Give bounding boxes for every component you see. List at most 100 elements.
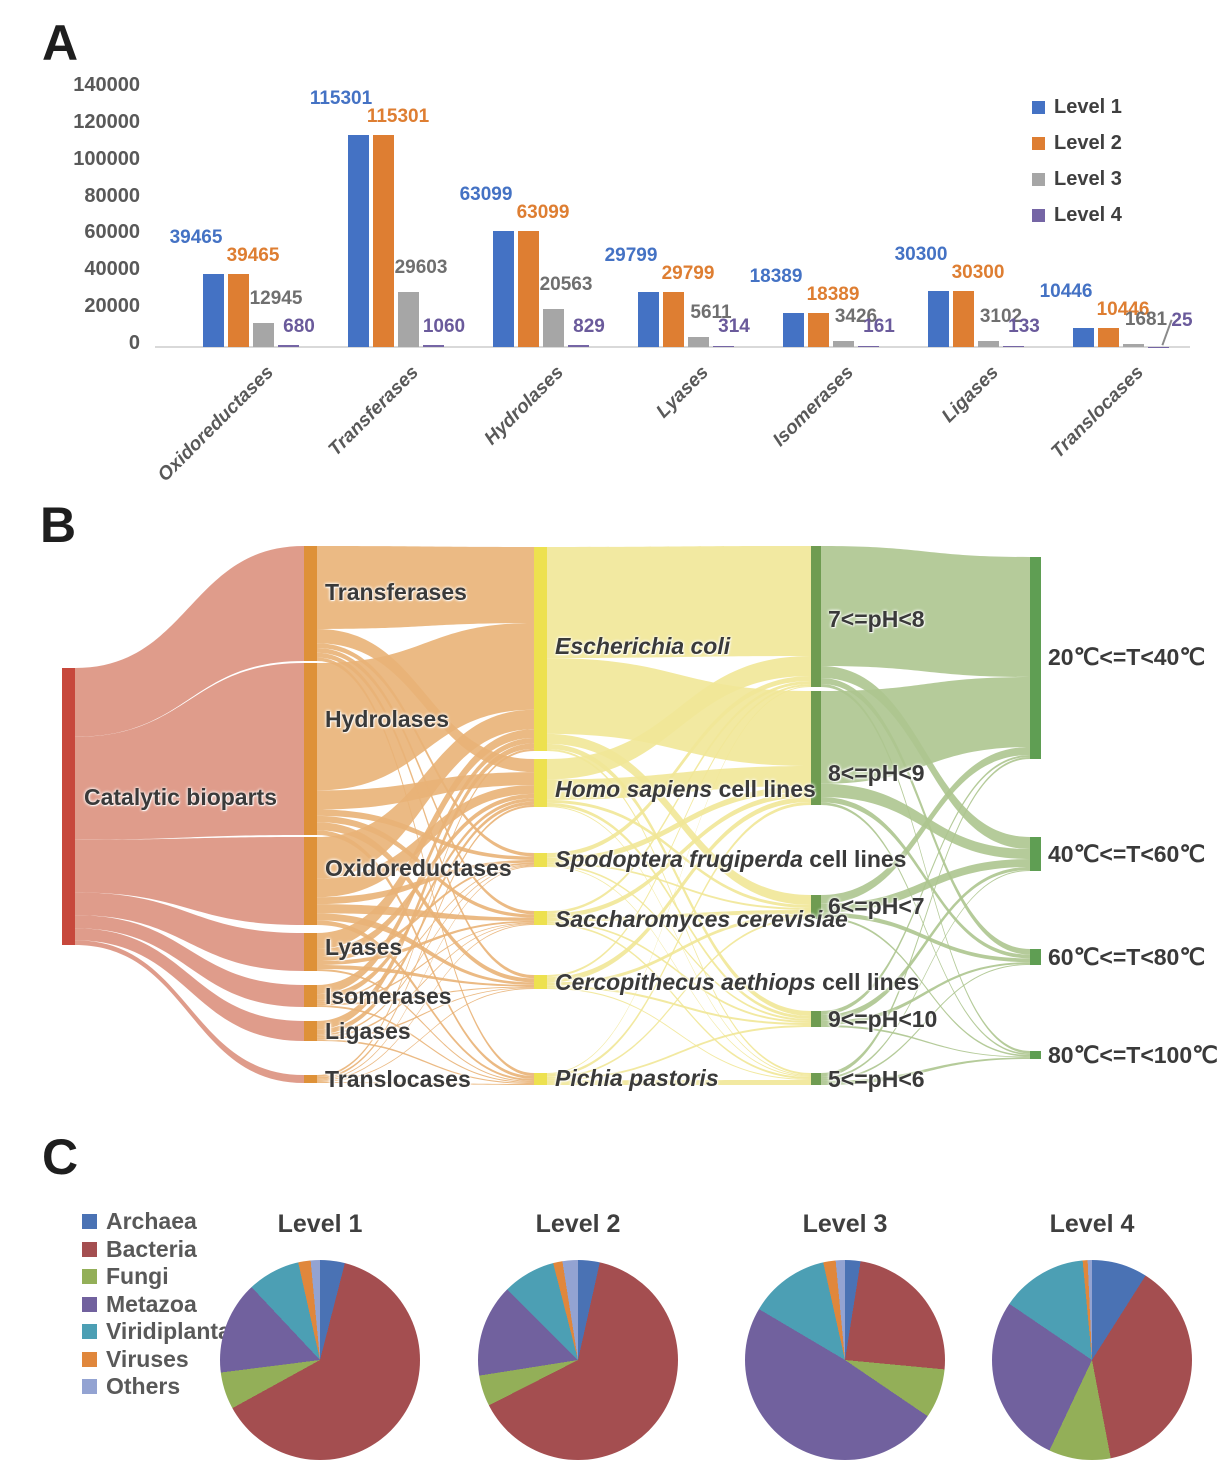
bar [1148, 346, 1169, 347]
sankey-link [547, 910, 811, 922]
bar-value-label: 115301 [309, 87, 373, 109]
sankey-link [317, 987, 534, 1040]
bar [493, 230, 514, 347]
sankey-link [547, 866, 811, 1077]
sankey-link [75, 546, 304, 737]
sankey-link [317, 969, 534, 1082]
pie-charts-panel: Archaea Bacteria Fungi Metazoa Viridiplantae… [0, 1130, 1223, 1482]
sankey-node-label: Translocases [325, 1066, 471, 1092]
bar-value-label: 39465 [169, 227, 223, 249]
y-axis-tick: 0 [128, 332, 140, 354]
sankey-link [75, 915, 304, 1007]
sankey-link [547, 1025, 811, 1081]
sankey-link [821, 546, 1030, 677]
legend-swatch [82, 1269, 97, 1284]
sankey-link [821, 678, 1030, 955]
sankey-link [317, 865, 534, 1036]
sankey-link [547, 681, 811, 914]
legend-item: Others [82, 1373, 180, 1400]
bar [688, 336, 709, 347]
sankey-node-label: Transferases [325, 579, 467, 605]
legend-item: Viruses [82, 1346, 189, 1373]
sankey-node [62, 668, 75, 945]
sankey-link [547, 923, 811, 1079]
sankey-link [317, 922, 534, 1004]
sankey-node [1030, 1051, 1041, 1059]
sankey-link [821, 962, 1030, 1025]
bar-value-label: 1060 [422, 316, 466, 337]
node-label-suffix: cell lines [815, 969, 920, 995]
node-label-suffix: cell lines [802, 846, 907, 872]
sankey-node-label: Hydrolases [325, 706, 450, 732]
bar-value-label: 39465 [226, 245, 280, 267]
bar [783, 313, 804, 347]
panel-b-label: B [40, 497, 77, 553]
bar-value-label: 30300 [894, 244, 948, 266]
sankey-link [317, 793, 534, 957]
bar-value-label: 25 [1171, 310, 1193, 331]
sankey-node [534, 975, 547, 989]
sankey-node-label: Homo sapiens cell lines [555, 776, 816, 802]
sankey-link [317, 1005, 534, 1083]
sankey-link [547, 676, 811, 858]
bar [808, 313, 829, 347]
sankey-link [547, 686, 811, 1074]
legend-label: Bacteria [106, 1235, 197, 1262]
pie-chart-1 [220, 1260, 420, 1460]
sankey-link [547, 799, 811, 908]
sankey-node-label: 20℃<=T<40℃ [1048, 644, 1206, 670]
sankey-link [317, 986, 534, 1006]
bar [228, 274, 249, 347]
legend-label: Metazoa [106, 1290, 197, 1317]
legend-swatch [82, 1214, 97, 1229]
panel-a-label: A [42, 15, 79, 71]
sankey-link [317, 652, 534, 979]
bar [858, 345, 879, 347]
sankey-link [547, 864, 811, 1021]
sankey-node-label: 8<=pH<9 [828, 760, 925, 786]
sankey-node [1030, 949, 1041, 965]
sankey-node [534, 911, 547, 925]
bar [568, 344, 589, 347]
sankey-link [547, 921, 811, 1023]
legend-item: Metazoa [82, 1291, 197, 1318]
sankey-link [547, 748, 811, 1075]
legend-swatch [1032, 209, 1045, 222]
sankey-node-label: Pichia pastoris [555, 1065, 719, 1091]
sankey-node-label: Ligases [325, 1018, 411, 1044]
sankey-link [317, 804, 534, 1079]
bar-value-label: 1681 [1124, 308, 1168, 330]
pie-title: Level 3 [802, 1210, 888, 1238]
sankey-node-label: 9<=pH<10 [828, 1006, 938, 1032]
sankey-link [317, 748, 534, 1077]
sankey-link [317, 546, 534, 629]
y-axis-tick: 60000 [84, 221, 140, 244]
category-label: Ligases [937, 362, 1003, 427]
sankey-link [317, 866, 534, 1080]
pie-title: Level 4 [1049, 1210, 1135, 1238]
sankey-link [317, 920, 534, 1081]
sankey-node [534, 853, 547, 867]
sankey-link [821, 747, 1030, 904]
sankey-link [547, 786, 811, 863]
node-label-species: Homo sapiens [555, 776, 713, 802]
sankey-link [317, 830, 534, 1079]
sankey-node [811, 691, 821, 805]
sankey-link [317, 864, 534, 1002]
sankey-link [317, 860, 534, 905]
sankey-link [317, 647, 534, 915]
bar [1123, 343, 1144, 347]
sankey-node [534, 547, 547, 751]
legend-swatch [82, 1241, 97, 1257]
sankey-link [547, 733, 811, 905]
sankey-node [811, 1073, 821, 1085]
legend-swatch [1032, 101, 1045, 114]
bar-value-label: 12945 [249, 288, 303, 310]
sankey-link [75, 928, 304, 1041]
sankey-link [317, 657, 534, 1076]
sankey-link [317, 913, 534, 985]
y-axis-tick: 80000 [84, 184, 140, 207]
sankey-link [317, 743, 534, 1030]
bar [833, 340, 854, 347]
sankey-node-label: 80℃<=T<100℃ [1048, 1042, 1218, 1068]
